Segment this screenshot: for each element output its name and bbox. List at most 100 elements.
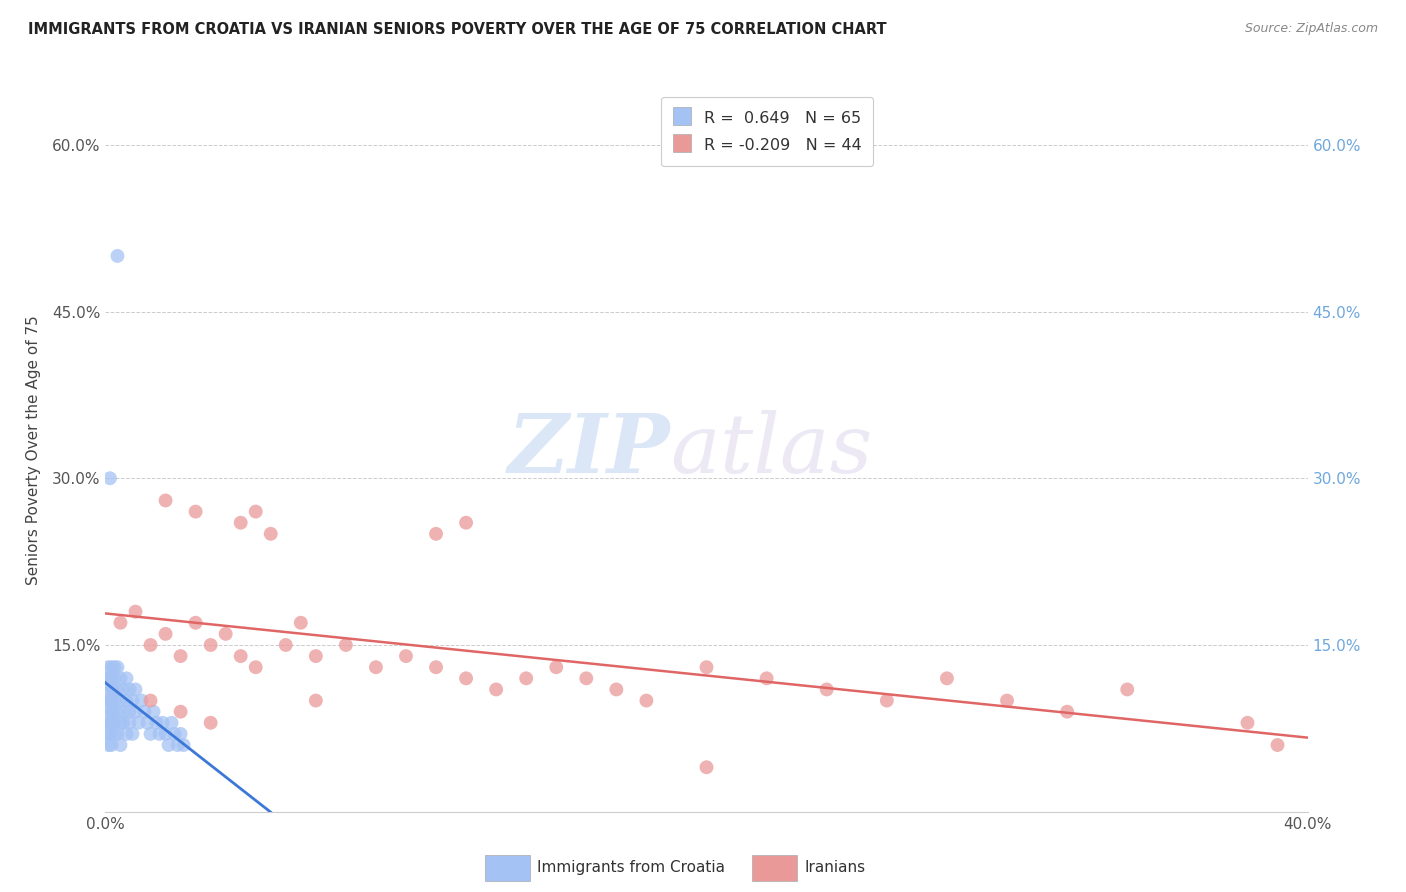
Point	[121, 693, 143, 707]
Point	[166, 738, 188, 752]
Point	[425, 660, 447, 674]
Point	[1056, 705, 1078, 719]
Point	[605, 682, 627, 697]
Point	[155, 727, 177, 741]
Point	[200, 715, 222, 730]
Point	[100, 693, 122, 707]
Point	[274, 638, 297, 652]
Point	[200, 638, 222, 652]
Point	[98, 671, 121, 685]
Point	[112, 682, 135, 697]
Point	[124, 682, 146, 697]
Point	[936, 671, 959, 685]
Point	[107, 727, 129, 741]
Point	[134, 705, 156, 719]
Point	[98, 727, 121, 741]
Point	[575, 671, 598, 685]
Point	[454, 516, 477, 530]
Point	[107, 682, 129, 697]
Point	[139, 727, 162, 741]
Point	[112, 715, 135, 730]
Point	[128, 715, 150, 730]
Point	[115, 693, 138, 707]
Point	[229, 649, 252, 664]
Point	[97, 715, 120, 730]
Point	[110, 738, 132, 752]
Point	[184, 505, 207, 519]
Point	[169, 727, 191, 741]
Point	[107, 249, 129, 263]
Point	[364, 660, 387, 674]
Point	[100, 671, 122, 685]
Point	[112, 705, 135, 719]
Point	[103, 715, 125, 730]
Point	[1267, 738, 1289, 752]
Point	[546, 660, 568, 674]
Point	[485, 682, 508, 697]
Point	[97, 738, 120, 752]
Text: atlas: atlas	[671, 410, 873, 491]
Point	[1236, 715, 1258, 730]
Point	[110, 671, 132, 685]
Point	[139, 638, 162, 652]
Text: Source: ZipAtlas.com: Source: ZipAtlas.com	[1244, 22, 1378, 36]
Text: Immigrants from Croatia: Immigrants from Croatia	[537, 861, 725, 875]
Point	[115, 727, 138, 741]
Point	[335, 638, 357, 652]
Point	[124, 605, 146, 619]
Point	[696, 760, 718, 774]
Point	[169, 705, 191, 719]
Point	[97, 671, 120, 685]
Point	[121, 727, 143, 741]
Point	[101, 682, 124, 697]
Point	[97, 660, 120, 674]
Point	[118, 715, 141, 730]
Point	[876, 693, 898, 707]
Point	[229, 516, 252, 530]
Point	[103, 671, 125, 685]
Point	[152, 715, 174, 730]
Point	[157, 738, 180, 752]
Point	[163, 727, 186, 741]
Text: Iranians: Iranians	[804, 861, 865, 875]
Point	[97, 727, 120, 741]
Point	[636, 693, 658, 707]
Point	[98, 471, 121, 485]
Point	[142, 705, 165, 719]
Point	[103, 693, 125, 707]
Point	[139, 693, 162, 707]
Point	[260, 526, 283, 541]
Point	[98, 693, 121, 707]
Point	[214, 627, 236, 641]
Point	[100, 738, 122, 752]
Point	[696, 660, 718, 674]
Point	[245, 505, 267, 519]
Point	[107, 660, 129, 674]
Point	[97, 693, 120, 707]
Text: ZIP: ZIP	[508, 410, 671, 491]
Point	[118, 682, 141, 697]
Point	[184, 615, 207, 630]
Point	[245, 660, 267, 674]
Point	[305, 693, 328, 707]
Point	[131, 693, 153, 707]
Legend: R =  0.649   N = 65, R = -0.209   N = 44: R = 0.649 N = 65, R = -0.209 N = 44	[661, 97, 873, 166]
Text: IMMIGRANTS FROM CROATIA VS IRANIAN SENIORS POVERTY OVER THE AGE OF 75 CORRELATIO: IMMIGRANTS FROM CROATIA VS IRANIAN SENIO…	[28, 22, 887, 37]
Point	[155, 627, 177, 641]
Point	[425, 526, 447, 541]
Point	[454, 671, 477, 685]
Point	[100, 705, 122, 719]
Point	[815, 682, 838, 697]
Point	[169, 649, 191, 664]
Point	[115, 671, 138, 685]
Point	[110, 693, 132, 707]
Point	[98, 715, 121, 730]
Point	[995, 693, 1018, 707]
Point	[100, 682, 122, 697]
Point	[110, 615, 132, 630]
Point	[136, 715, 159, 730]
Point	[103, 727, 125, 741]
Point	[395, 649, 418, 664]
Point	[145, 715, 167, 730]
Point	[118, 705, 141, 719]
